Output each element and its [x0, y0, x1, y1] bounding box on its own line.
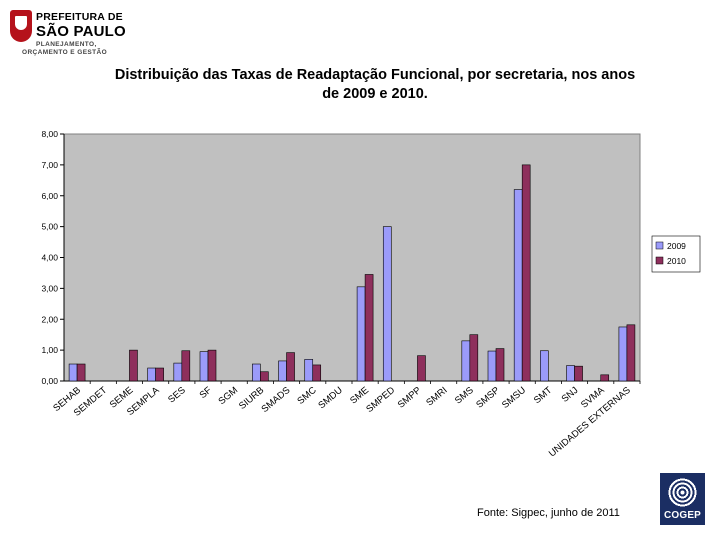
y-tick-label: 3,00 — [41, 283, 58, 293]
plot-area — [63, 133, 641, 382]
bar-2009-smc — [304, 359, 314, 382]
cogep-logo: COGEP — [660, 473, 705, 525]
chart-title: Distribuição das Taxas de Readaptação Fu… — [60, 66, 690, 104]
x-tick-label: SMT — [532, 385, 555, 406]
source-note: Fonte: Sigpec, junho de 2011 — [477, 507, 620, 519]
bar-2009-sme — [356, 286, 366, 382]
bar-2009-sf — [199, 351, 209, 382]
bar-2010-sf — [207, 349, 217, 382]
bar-2010-sehab — [76, 363, 86, 382]
bar-2010-smpp — [417, 355, 426, 382]
x-tick-label: SF — [198, 385, 215, 401]
x-tick-label: SMS — [453, 385, 476, 407]
bar-2010-sms — [469, 334, 479, 382]
bar-2009-ses — [173, 362, 183, 382]
bar-2010-smsu — [521, 164, 531, 382]
x-tick-label: SMC — [295, 385, 318, 407]
bar-2010-smsp — [495, 348, 505, 382]
bar-2010-smc — [312, 364, 322, 382]
y-tick-label: 5,00 — [41, 222, 58, 232]
x-tick-label: SNJ — [560, 385, 581, 405]
logo-line-2: SÃO PAULO — [36, 23, 126, 40]
cogep-label: COGEP — [663, 510, 702, 521]
bar-2010-seme — [129, 349, 138, 382]
logo-line-1: PREFEITURA DE — [36, 11, 123, 23]
logo-line-4: ORÇAMENTO E GESTÃO — [22, 49, 108, 56]
legend-swatch-2010 — [655, 256, 664, 265]
bar-2009-smt — [540, 350, 549, 382]
x-tick-label: SES — [166, 385, 188, 406]
legend-label-2009: 2009 — [667, 241, 686, 251]
y-tick-label: 8,00 — [41, 129, 58, 139]
city-crest-icon — [10, 10, 32, 42]
bar-2009-siurb — [252, 363, 261, 382]
x-tick-label: SMRI — [424, 385, 449, 409]
bar-2009-smped — [382, 226, 392, 382]
y-tick-label: 2,00 — [41, 314, 58, 324]
bar-2009-snj — [566, 365, 575, 382]
chart-title-line-1: Distribuição das Taxas de Readaptação Fu… — [114, 67, 636, 83]
bar-2009-sms — [461, 340, 471, 382]
y-tick-label: 6,00 — [41, 191, 58, 201]
bar-2009-smsp — [487, 350, 497, 382]
logo-line-3: PLANEJAMENTO, — [36, 41, 97, 48]
y-tick-label: 4,00 — [41, 253, 58, 263]
y-tick-label: 0,00 — [41, 376, 58, 386]
x-tick-label: SMSU — [500, 385, 528, 411]
x-tick-label: SMDU — [316, 385, 345, 411]
x-tick-label: SMSP — [474, 385, 502, 411]
bar-2009-sempla — [147, 367, 156, 382]
bar-2010-snj — [574, 365, 583, 382]
y-tick-label: 1,00 — [41, 345, 58, 355]
legend-swatch-2009 — [655, 241, 664, 250]
bar-2009-unidades-externas — [618, 326, 628, 382]
x-tick-label: SMPP — [396, 385, 424, 411]
prefeitura-logo: PREFEITURA DE SÃO PAULO PLANEJAMENTO, OR… — [8, 8, 128, 60]
bar-2010-sempla — [155, 367, 164, 382]
x-tick-label: SMADS — [260, 385, 293, 415]
x-tick-label: SMPED — [364, 385, 397, 415]
chart-title-line-2: de 2009 e 2010. — [322, 86, 428, 102]
bar-2009-sehab — [68, 363, 78, 382]
y-tick-label: 7,00 — [41, 160, 58, 170]
bar-2010-smads — [286, 352, 295, 382]
spiral-icon — [668, 478, 697, 507]
bar-2010-svma — [600, 374, 610, 382]
bar-2010-siurb — [260, 371, 269, 382]
bar-2009-smsu — [513, 189, 523, 382]
bar-2010-unidades-externas — [626, 324, 636, 382]
bar-2010-ses — [181, 350, 191, 382]
bar-2009-smads — [278, 360, 287, 382]
bar-2010-sme — [364, 274, 374, 382]
legend-label-2010: 2010 — [667, 256, 686, 266]
